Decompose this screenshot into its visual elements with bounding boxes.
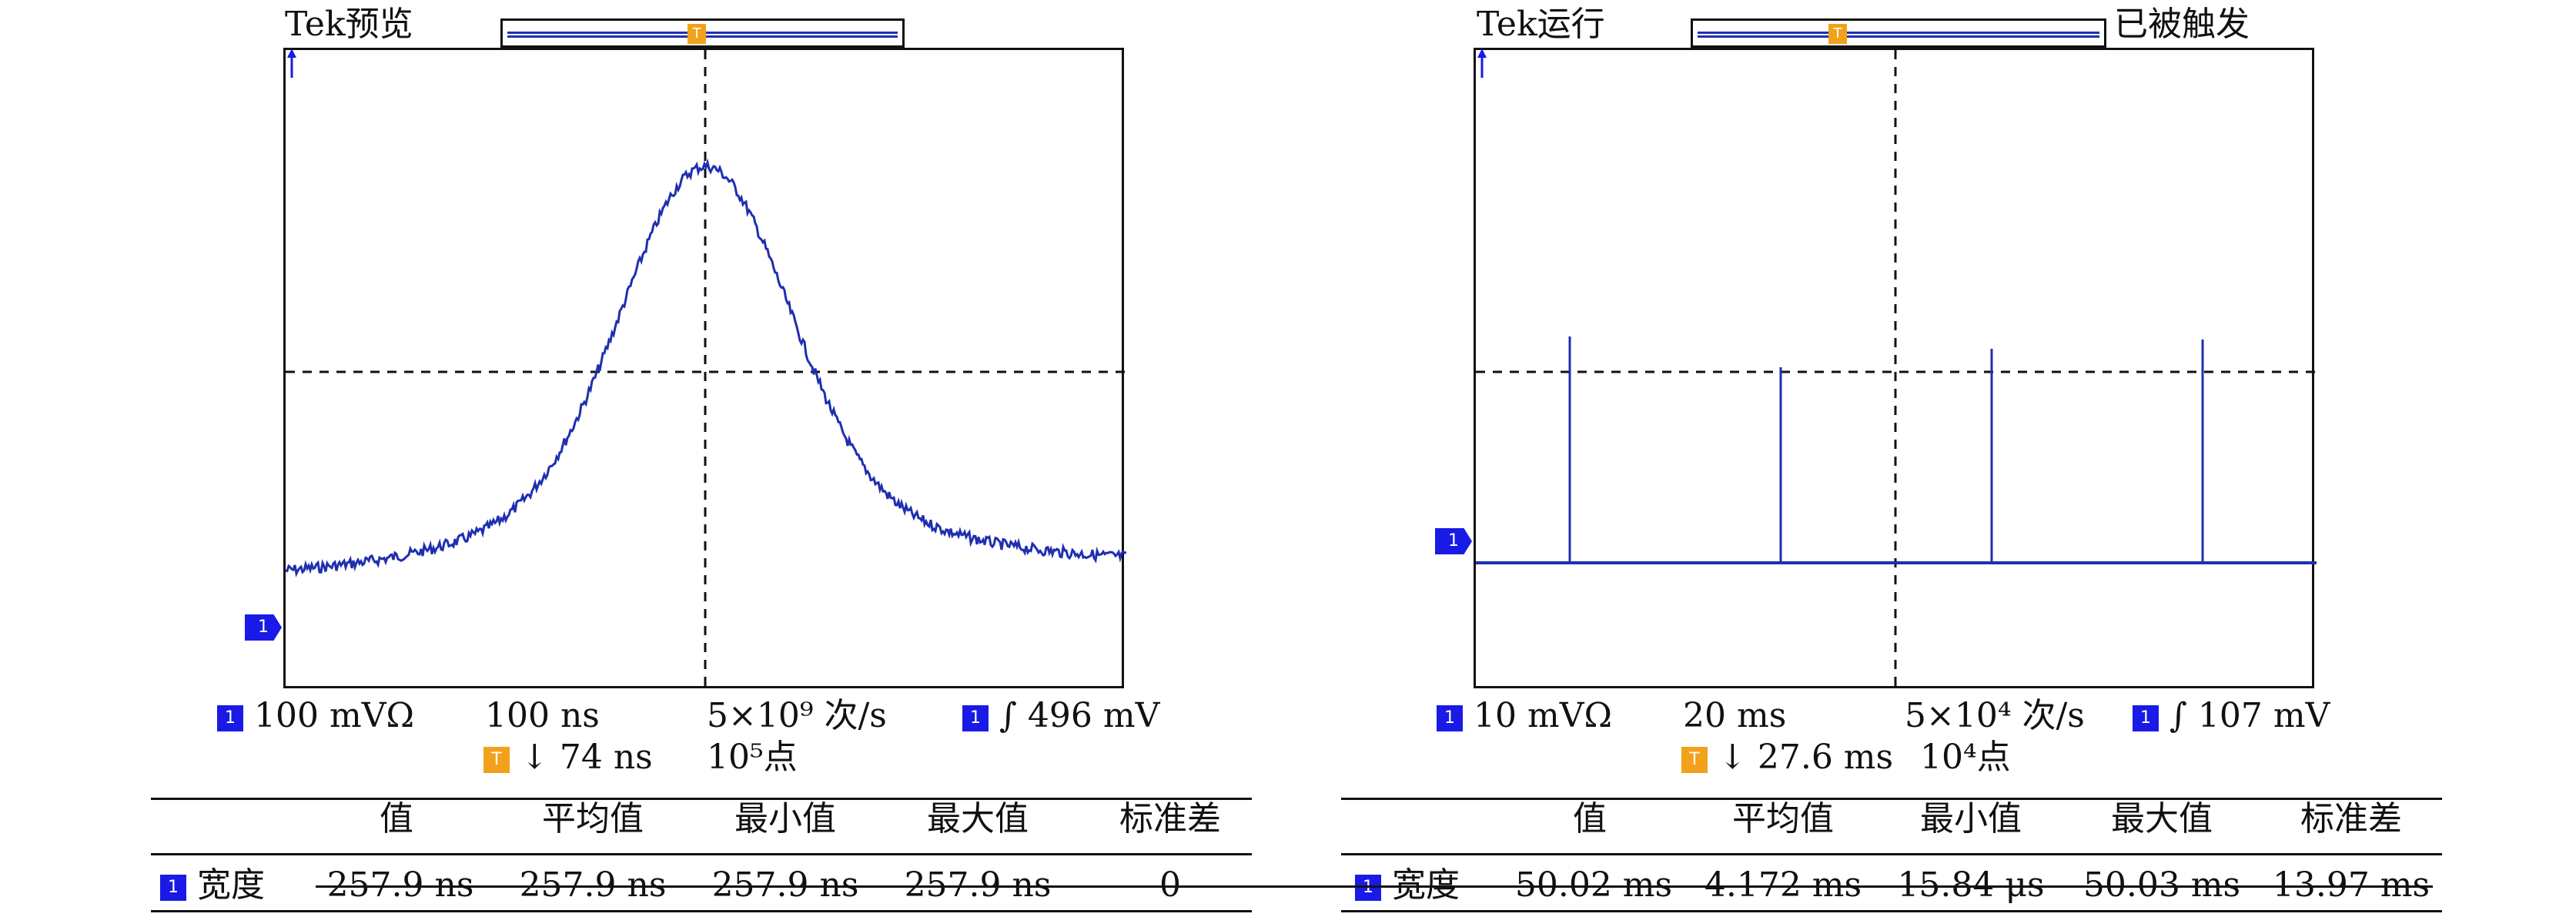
left-title: Tek预览 xyxy=(285,5,413,44)
left-cell-mean: 257.9 ns xyxy=(519,865,667,905)
left-row-ch-chip: 1 xyxy=(160,874,186,901)
left-trigger-chip: T xyxy=(483,746,510,773)
left-table-top-rule xyxy=(151,798,1252,800)
right-waveform-svg xyxy=(1476,50,2317,691)
left-row-label: 1 宽度 xyxy=(160,867,265,904)
right-trigger-pos: T ↓ 27.6 ms xyxy=(1681,739,1893,776)
right-table-header-rule xyxy=(1341,853,2442,855)
right-title: Tek运行 xyxy=(1477,5,1605,44)
right-scroll-up-icon[interactable] xyxy=(1476,49,1488,79)
right-waveform-display xyxy=(1474,48,2317,691)
right-cell-value: 50.02 ms xyxy=(1514,865,1673,905)
right-record-bar[interactable]: T xyxy=(1691,18,2106,48)
right-ch1-scale: 1 10 mVΩ xyxy=(1437,698,1612,735)
right-timebase: 20 ms xyxy=(1683,696,1787,735)
right-col-header-min: 最小值 xyxy=(1920,799,2022,838)
right-trigger-ch-chip: 1 xyxy=(2133,704,2159,731)
left-col-header-mean: 平均值 xyxy=(542,799,644,838)
right-col-header-std: 标准差 xyxy=(2300,799,2402,838)
left-record-length: 10⁵点 xyxy=(707,738,798,777)
left-col-header-max: 最大值 xyxy=(927,799,1029,838)
left-cell-max: 257.9 ns xyxy=(904,865,1052,905)
right-trigger-level: 1 ∫ 107 mV xyxy=(2133,698,2330,735)
right-col-header-mean: 平均值 xyxy=(1732,799,1834,838)
right-ch1-level-flag[interactable]: 1 xyxy=(1435,528,1472,554)
right-status: 已被触发 xyxy=(2114,5,2250,44)
right-sample-rate: 5×10⁴ 次/s xyxy=(1905,696,2085,735)
left-row-strikethrough xyxy=(316,885,1193,888)
left-record-bar[interactable]: T xyxy=(500,18,905,48)
left-ch1-chip: 1 xyxy=(217,704,243,731)
cross-table-strikethrough xyxy=(1186,885,2433,888)
left-ch1-level-flag[interactable]: 1 xyxy=(245,614,282,641)
left-timebase: 100 ns xyxy=(485,696,600,735)
right-trigger-chip: T xyxy=(1681,746,1708,773)
right-col-header-max: 最大值 xyxy=(2111,799,2213,838)
left-cell-min: 257.9 ns xyxy=(711,865,859,905)
right-table-top-rule xyxy=(1341,798,2442,800)
left-waveform-trace xyxy=(286,158,1126,577)
right-table-bottom-rule xyxy=(1341,910,2442,912)
left-trigger-pos: T ↓ 74 ns xyxy=(483,739,653,776)
left-record-trigger-marker: T xyxy=(687,24,706,44)
left-col-header-min: 最小值 xyxy=(734,799,836,838)
right-record-trigger-marker: T xyxy=(1828,24,1847,44)
left-col-header-std: 标准差 xyxy=(1119,799,1221,838)
right-record-length: 10⁴点 xyxy=(1920,738,2011,777)
left-table-bottom-rule xyxy=(151,910,1252,912)
left-waveform-display xyxy=(283,48,1126,691)
left-col-header-value: 值 xyxy=(380,799,413,838)
left-cell-value: 257.9 ns xyxy=(326,865,474,905)
left-sample-rate: 5×10⁹ 次/s xyxy=(707,696,887,735)
right-col-header-value: 值 xyxy=(1573,799,1607,838)
left-trigger-ch-chip: 1 xyxy=(962,704,989,731)
right-record-window xyxy=(1698,32,2099,38)
left-scroll-up-icon[interactable] xyxy=(286,49,298,79)
right-cell-min: 15.84 μs xyxy=(1897,865,2045,905)
right-ch1-chip: 1 xyxy=(1437,704,1463,731)
right-cell-mean: 4.172 ms xyxy=(1704,865,1862,905)
left-cell-std: 0 xyxy=(1159,865,1181,905)
right-cell-std: 13.97 ms xyxy=(2272,865,2430,905)
right-cell-max: 50.03 ms xyxy=(2083,865,2241,905)
left-trigger-level: 1 ∫ 496 mV xyxy=(962,698,1159,735)
left-waveform-svg xyxy=(286,50,1126,691)
left-table-header-rule xyxy=(151,853,1252,855)
left-ch1-scale: 1 100 mVΩ xyxy=(217,698,414,735)
